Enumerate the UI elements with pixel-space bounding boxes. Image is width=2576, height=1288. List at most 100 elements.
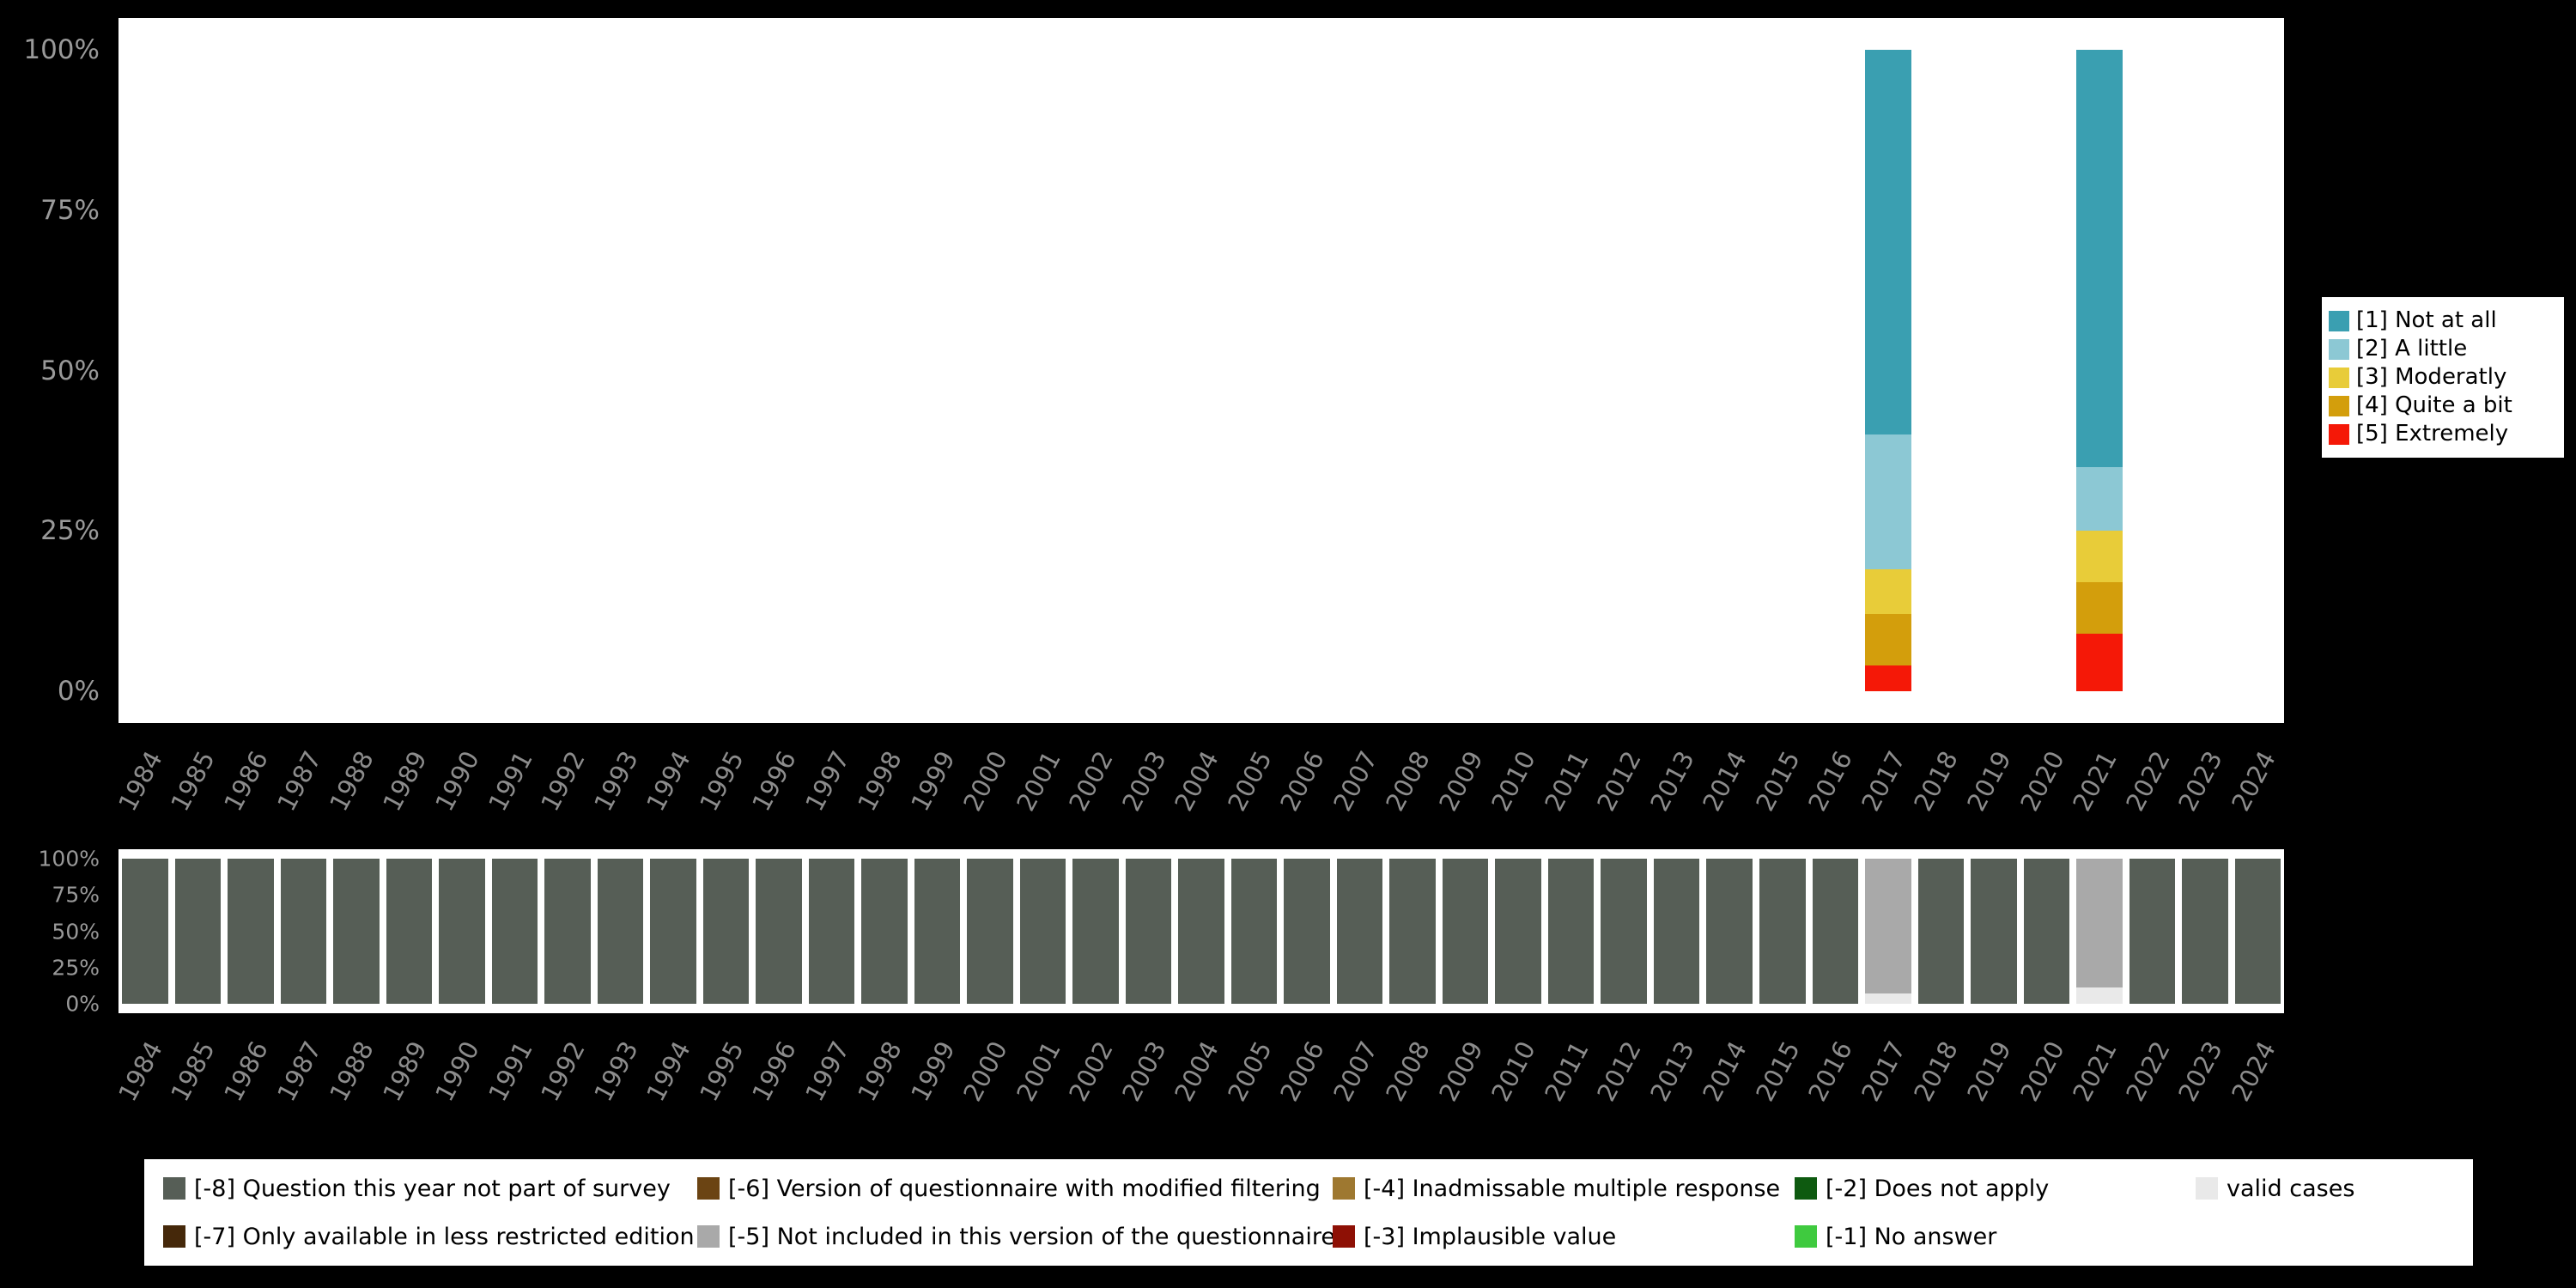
legend-swatch (1795, 1177, 1817, 1200)
x-tick-label: 2000 (957, 746, 1014, 817)
bar-segment (2129, 859, 2176, 1004)
legend-swatch (697, 1225, 720, 1248)
bar-segment (1812, 859, 1859, 1004)
x-tick: 2006 (1274, 1015, 1334, 1144)
bar-column-2011 (1545, 50, 1598, 691)
y-tick-label: 25% (52, 955, 100, 981)
stacked-bar (1178, 859, 1224, 1004)
bar-column-2019 (1967, 50, 2020, 691)
bar-column-2020 (2020, 859, 2074, 1004)
bar-segment (1865, 993, 1911, 1004)
bar-segment (544, 859, 591, 1004)
bar-segment (1917, 859, 1965, 1004)
bar-segment (2234, 859, 2281, 1004)
x-tick: 1985 (166, 1015, 225, 1144)
legend-label: [-1] No answer (1826, 1223, 1997, 1250)
stacked-bar (281, 50, 327, 691)
bar-column-1999 (911, 859, 964, 1004)
stacked-bar (174, 859, 222, 1004)
x-tick: 1990 (429, 1015, 489, 1144)
x-tick: 2014 (1698, 725, 1756, 854)
legend-item: [2] A little (2329, 336, 2557, 362)
x-tick: 2007 (1327, 725, 1387, 854)
bar-column-1993 (594, 859, 647, 1004)
x-tick-label: 2023 (2172, 746, 2228, 817)
bar-column-1997 (805, 859, 859, 1004)
bar-column-2022 (2126, 859, 2179, 1004)
x-tick: 1994 (641, 1015, 700, 1144)
answers-bar-area (118, 50, 2284, 691)
answers-plot (118, 18, 2284, 723)
bar-column-2018 (1915, 859, 1968, 1004)
x-tick: 2023 (2172, 725, 2232, 854)
x-tick: 1996 (746, 1015, 805, 1144)
bar-segment (861, 859, 908, 1004)
y-tick-label: 75% (40, 194, 100, 226)
bar-column-1986 (224, 50, 277, 691)
y-tick-label: 50% (52, 919, 100, 944)
x-tick-label: 1987 (270, 1036, 327, 1107)
stacked-bar (650, 50, 696, 691)
bar-column-1994 (647, 859, 700, 1004)
stacked-bar (1126, 50, 1172, 691)
bar-column-1988 (330, 50, 383, 691)
bar-column-2004 (1175, 859, 1228, 1004)
stacked-bar (175, 50, 222, 691)
bar-column-1984 (118, 859, 172, 1004)
missings-plot (118, 849, 2284, 1013)
y-tick-label: 0% (65, 991, 100, 1017)
x-tick-label: 1989 (376, 746, 433, 817)
legend-swatch (697, 1177, 720, 1200)
x-tick: 2007 (1327, 1015, 1387, 1144)
legend-label: [-8] Question this year not part of surv… (194, 1175, 671, 1202)
bar-segment (1178, 859, 1224, 1004)
x-tick-label: 1996 (746, 1036, 802, 1107)
legend-label: [1] Not at all (2356, 307, 2497, 333)
x-tick: 2005 (1222, 725, 1281, 854)
x-tick: 2009 (1433, 725, 1492, 854)
stacked-bar (597, 859, 644, 1004)
bar-segment (1865, 434, 1911, 570)
bar-segment (2076, 50, 2123, 467)
bar-column-2023 (2178, 859, 2232, 1004)
x-tick: 2000 (957, 725, 1017, 854)
x-tick-label: 2008 (1380, 746, 1437, 817)
bar-segment (1759, 859, 1806, 1004)
x-tick-label: 2009 (1432, 746, 1489, 817)
legend-label: [-2] Does not apply (1826, 1175, 2050, 1202)
bar-column-1992 (541, 50, 594, 691)
x-tick: 1992 (535, 725, 594, 854)
x-tick-label: 1993 (587, 1036, 644, 1107)
stacked-bar (1653, 859, 1700, 1004)
y-tick-label: 25% (40, 515, 100, 547)
x-tick: 2000 (957, 1015, 1017, 1144)
bar-column-2018 (1915, 50, 1968, 691)
legend-swatch (1333, 1177, 1355, 1200)
bar-column-1997 (805, 50, 859, 691)
stacked-bar (333, 859, 380, 1004)
bar-column-2002 (1069, 859, 1122, 1004)
stacked-bar (1971, 859, 2017, 1004)
y-tick-label: 0% (57, 676, 100, 707)
bar-segment (491, 859, 538, 1004)
bar-column-1990 (435, 859, 489, 1004)
x-tick-label: 2021 (2067, 1036, 2123, 1107)
x-tick: 2019 (1961, 725, 2020, 854)
x-tick-label: 1990 (429, 1036, 485, 1107)
x-tick: 2008 (1380, 1015, 1439, 1144)
stacked-bar (1495, 859, 1541, 1004)
stacked-bar (1443, 50, 1489, 691)
bar-column-2024 (2232, 859, 2285, 1004)
stacked-bar (333, 50, 380, 691)
stacked-bar (280, 859, 327, 1004)
legend-item: [1] Not at all (2329, 307, 2557, 334)
bar-column-2013 (1650, 859, 1704, 1004)
x-tick-label: 1998 (852, 746, 908, 817)
x-tick: 1999 (905, 725, 964, 854)
x-tick-label: 2007 (1327, 1036, 1383, 1107)
bar-segment (914, 859, 961, 1004)
stacked-bar (861, 859, 908, 1004)
x-tick: 1997 (799, 725, 859, 854)
x-tick: 2002 (1063, 1015, 1122, 1144)
